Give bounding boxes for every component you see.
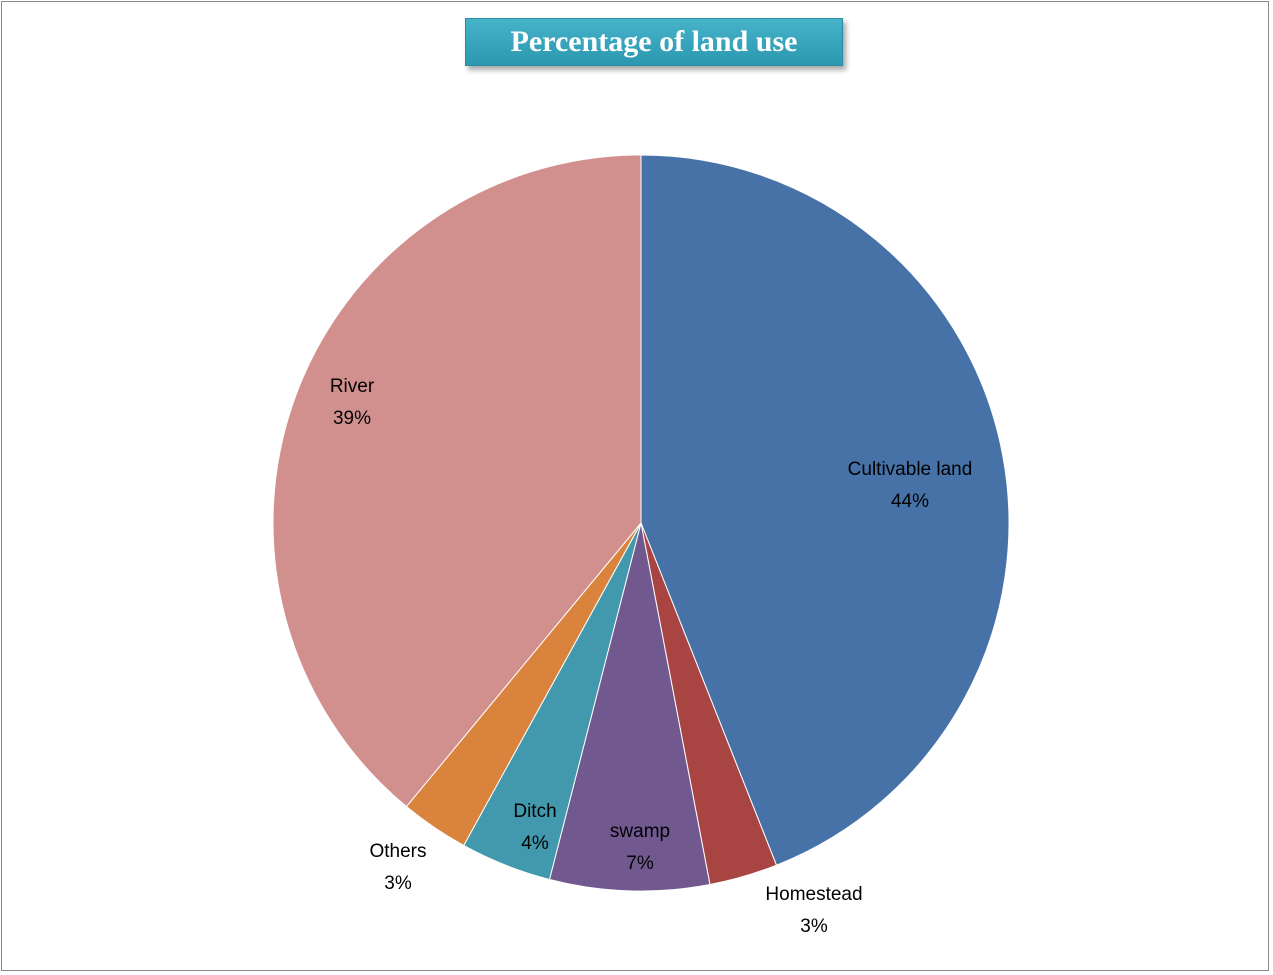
slice-value-others: 3% <box>384 873 412 894</box>
slice-value-homestead: 3% <box>800 916 828 937</box>
slice-label-cultivable-land: Cultivable land <box>848 459 973 480</box>
slice-label-homestead: Homestead <box>765 884 862 905</box>
slice-label-swamp: swamp <box>610 821 670 842</box>
slice-value-river: 39% <box>333 408 371 429</box>
pie-slice-river <box>272 154 642 808</box>
pie-slice-swamp <box>548 522 711 892</box>
slice-value-cultivable-land: 44% <box>891 491 929 512</box>
slice-value-ditch: 4% <box>521 833 549 854</box>
chart-title: Percentage of land use <box>465 18 843 66</box>
slice-label-others: Others <box>369 841 426 862</box>
slice-label-ditch: Ditch <box>513 801 556 822</box>
pie-slice-cultivable-land <box>640 154 1010 866</box>
slice-value-swamp: 7% <box>626 853 654 874</box>
slice-label-river: River <box>330 376 375 397</box>
